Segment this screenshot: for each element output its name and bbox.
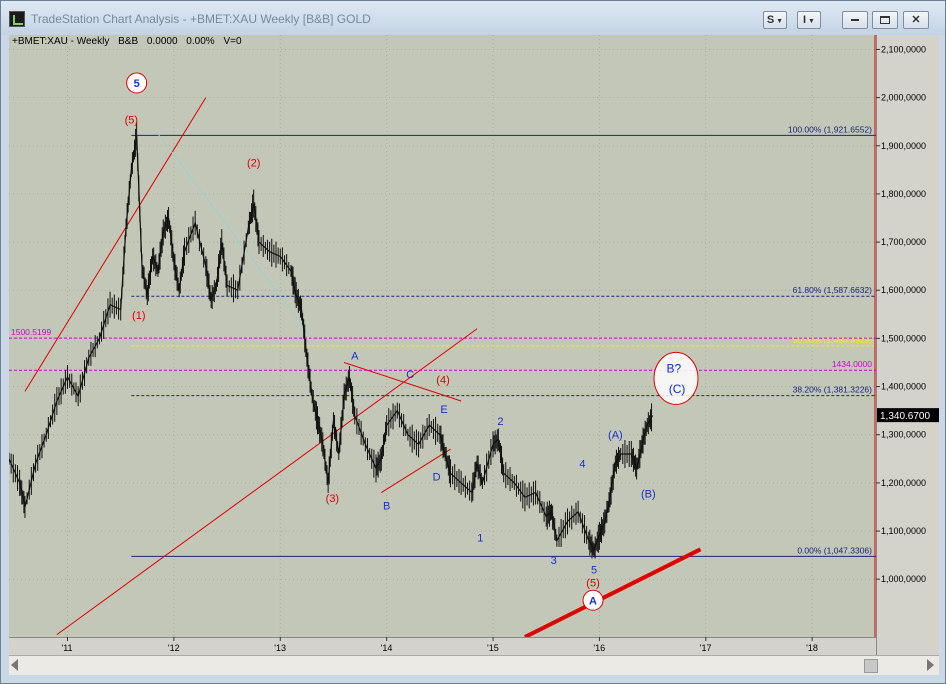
y-tick-label: 1,100,0000 bbox=[881, 526, 926, 536]
minimize-icon bbox=[851, 19, 859, 22]
wave-label: A bbox=[351, 351, 359, 363]
scroll-right-arrow-icon[interactable] bbox=[927, 659, 934, 671]
y-tick-label: 1,300,0000 bbox=[881, 430, 926, 440]
wave-label: 3 bbox=[551, 555, 557, 567]
maximize-icon bbox=[880, 16, 890, 25]
wave-label: 5 bbox=[134, 78, 140, 90]
x-tick-label: '12 bbox=[168, 643, 180, 653]
trend-line bbox=[524, 547, 702, 637]
horizontal-scrollbar[interactable] bbox=[9, 655, 939, 675]
level-label: 1434.0000 bbox=[832, 359, 872, 369]
dropdown-arrow-icon: ▼ bbox=[774, 18, 784, 25]
volume-label: V=0 bbox=[223, 36, 242, 47]
title-bar[interactable]: TradeStation Chart Analysis - +BMET:XAU … bbox=[1, 1, 945, 35]
symbol-label: +BMET:XAU - Weekly bbox=[12, 36, 110, 47]
y-tick-label: 1,200,0000 bbox=[881, 478, 926, 488]
dropdown-arrow-icon: ▼ bbox=[806, 18, 815, 25]
level-label: 100.00% (1,921.6552) bbox=[788, 124, 872, 134]
x-tick-label: '15 bbox=[487, 643, 499, 653]
wave-label: (5) bbox=[125, 115, 138, 127]
level-label: 50.00% (1,484.4929) bbox=[793, 335, 873, 345]
x-tick-label: '13 bbox=[274, 643, 286, 653]
y-tick-label: 2,100,0000 bbox=[881, 44, 926, 54]
trend-line bbox=[56, 328, 478, 635]
x-tick-label: '14 bbox=[381, 643, 393, 653]
style-menu-button[interactable]: S ▼ bbox=[763, 11, 787, 29]
trend-line bbox=[24, 97, 207, 392]
wave-label: B bbox=[383, 500, 390, 512]
y-tick-label: 1,800,0000 bbox=[881, 189, 926, 199]
y-tick-label: 1,900,0000 bbox=[881, 141, 926, 151]
wave-label: A bbox=[589, 595, 597, 607]
y-tick-label: 1,000,0000 bbox=[881, 574, 926, 584]
wave-label-circle bbox=[126, 72, 148, 94]
target-ellipse bbox=[653, 351, 699, 405]
trend-line bbox=[381, 448, 451, 493]
wave-label: (C) bbox=[669, 382, 686, 396]
x-tick-label: '18 bbox=[806, 643, 818, 653]
wave-label: 2 bbox=[497, 416, 503, 428]
wave-label: C bbox=[406, 369, 414, 381]
wave-label: (A) bbox=[608, 430, 623, 442]
last-price-label: 1,340.6700 bbox=[880, 411, 930, 422]
scroll-thumb[interactable] bbox=[864, 659, 878, 673]
app-chart-icon bbox=[9, 11, 25, 27]
level-label: 1500.5199 bbox=[11, 327, 51, 337]
wave-label: (2) bbox=[247, 157, 260, 169]
y-tick-label: 1,400,0000 bbox=[881, 382, 926, 392]
y-tick-label: 1,700,0000 bbox=[881, 237, 926, 247]
level-label: 38.20% (1,381.3226) bbox=[793, 385, 873, 395]
wave-label: (1) bbox=[132, 310, 145, 322]
y-axis[interactable] bbox=[876, 35, 939, 655]
indicator-menu-button[interactable]: I ▼ bbox=[797, 11, 821, 29]
wave-label: (4) bbox=[436, 375, 449, 387]
maximize-button[interactable] bbox=[872, 11, 898, 29]
wave-label: B? bbox=[667, 362, 682, 376]
symbol-info-bar: +BMET:XAU - Weekly B&B 0.0000 0.00% V=0 bbox=[12, 36, 248, 47]
wave-label-circle bbox=[582, 589, 604, 611]
price-series bbox=[9, 136, 654, 552]
indicator-menu-label: I bbox=[803, 14, 807, 26]
x-tick-label: '16 bbox=[593, 643, 605, 653]
chart-area[interactable]: 1,000,0000 1,100,0000 1,200,0000 1,300,0000… bbox=[9, 35, 939, 675]
wave-label: (3) bbox=[326, 493, 339, 505]
data-tag-label: B&B bbox=[118, 36, 139, 47]
level-label: 0.00% (1,047.3306) bbox=[797, 545, 872, 555]
wave-label: D bbox=[433, 471, 441, 483]
y-tick-label: 1,600,0000 bbox=[881, 285, 926, 295]
trend-line bbox=[157, 133, 313, 339]
wave-label: 1 bbox=[477, 533, 483, 545]
change-label: 0.00% bbox=[186, 36, 215, 47]
minimize-button[interactable] bbox=[842, 11, 868, 29]
wave-label: 4 bbox=[579, 458, 585, 470]
window-title: TradeStation Chart Analysis - +BMET:XAU … bbox=[31, 12, 371, 26]
last-value-label: 0.0000 bbox=[146, 36, 178, 47]
last-price-box bbox=[877, 408, 939, 423]
y-tick-label: 1,500,0000 bbox=[881, 333, 926, 343]
y-tick-label: 2,000,0000 bbox=[881, 93, 926, 103]
x-tick-label: '17 bbox=[700, 643, 712, 653]
scroll-left-arrow-icon[interactable] bbox=[11, 659, 18, 671]
close-button[interactable]: ✕ bbox=[903, 11, 929, 29]
wave-label: (B) bbox=[641, 488, 656, 500]
wave-label: 5 bbox=[591, 564, 597, 576]
trend-line bbox=[343, 362, 462, 402]
chart-svg: 1,000,0000 1,100,0000 1,200,0000 1,300,0000… bbox=[9, 35, 939, 653]
wave-label: (5) bbox=[586, 577, 599, 589]
x-axis bbox=[9, 637, 876, 655]
close-icon: ✕ bbox=[911, 14, 921, 26]
wave-label: E bbox=[440, 404, 447, 416]
x-tick-label: '11 bbox=[62, 643, 73, 653]
level-label: 61.80% (1,587.6632) bbox=[793, 285, 873, 295]
style-menu-label: S bbox=[766, 14, 775, 26]
